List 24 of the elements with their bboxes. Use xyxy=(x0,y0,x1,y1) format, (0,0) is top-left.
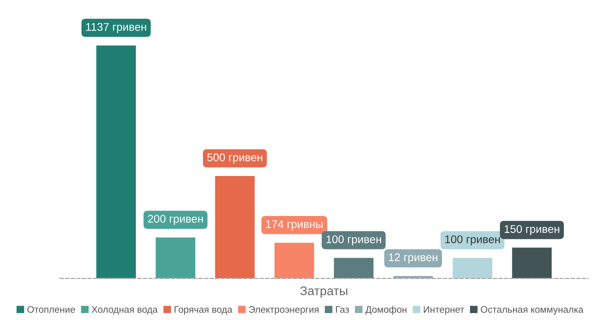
bar xyxy=(274,242,314,278)
legend-label: Горячая вода xyxy=(174,306,232,315)
legend-label: Холодная вода xyxy=(92,306,158,315)
legend-label: Домофон xyxy=(365,306,406,315)
legend-label: Отопление xyxy=(27,306,75,313)
data-label: 1137 гривен xyxy=(86,22,146,34)
legend-label: Остальная коммуналка xyxy=(480,306,584,315)
data-label: 500 гривен xyxy=(207,153,262,164)
legend-label: Интернет xyxy=(424,306,464,315)
data-label: 12 гривен xyxy=(388,253,438,264)
bar xyxy=(452,258,492,278)
data-label: 174 гривны xyxy=(266,220,323,230)
bar xyxy=(96,46,136,278)
data-label: 150 гривен xyxy=(504,225,560,236)
data-label: 100 гривен xyxy=(326,235,382,246)
data-label: 200 гривен xyxy=(148,214,203,225)
legend-label: Электроэнергия xyxy=(248,306,319,315)
bar xyxy=(156,237,196,278)
bar xyxy=(334,258,374,278)
x-axis-title: Затраты xyxy=(300,286,348,298)
bar xyxy=(215,176,255,278)
data-label: 100 гривен xyxy=(445,235,500,246)
legend-label: Газ xyxy=(336,306,349,313)
bar xyxy=(512,248,552,278)
